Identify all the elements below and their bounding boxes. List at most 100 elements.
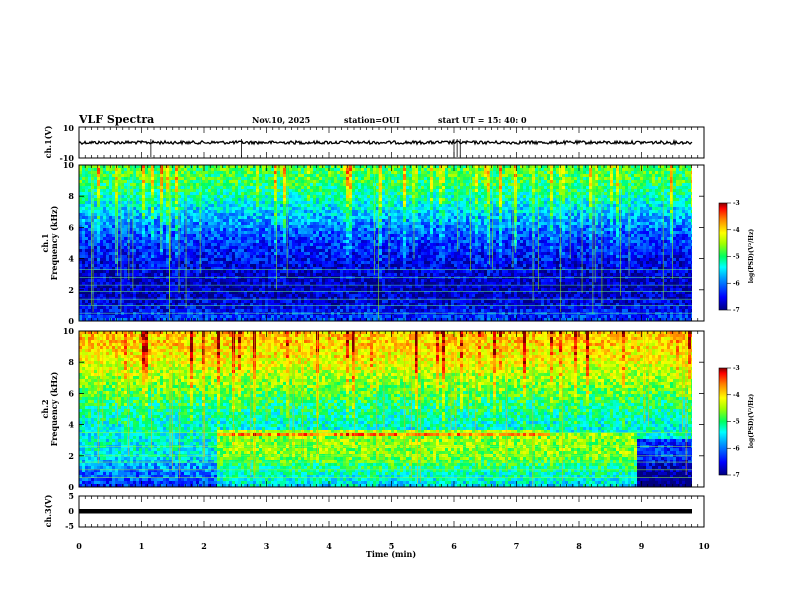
spec-cell [283,174,286,178]
spec-cell [268,252,271,256]
spec-cell [166,312,169,316]
spec-cell [328,303,331,307]
spec-cell [247,270,250,274]
spec-cell [352,309,355,313]
spec-cell [208,216,211,220]
spec-cell [232,288,235,292]
spec-cell [112,300,115,304]
spec-cell [343,225,346,229]
spec-cell [253,252,256,256]
spec-cell [337,282,340,286]
spec-cell [133,279,136,283]
spec-cell [187,189,190,193]
spec-cell [130,276,133,280]
spec-cell [352,300,355,304]
spec-cell [226,312,229,316]
spec-cell [94,258,97,262]
spec-cell [259,216,262,220]
spec-cell [160,273,163,277]
spec-cell [295,234,298,238]
spec-cell [205,192,208,196]
spec-cell [235,210,238,214]
spec-cell [271,246,274,250]
spec-cell [217,228,220,232]
spec-cell [139,291,142,295]
spec-cell [277,204,280,208]
spec-cell [331,306,334,310]
spec-cell [235,192,238,196]
spec-cell [280,267,283,271]
spec-cell [169,261,172,265]
spec-cell [205,264,208,268]
spec-cell [91,186,94,190]
spec-cell [316,237,319,241]
spec-cell [136,264,139,268]
spec-cell [196,174,199,178]
spec-cell [175,288,178,292]
spec-cell [124,189,127,193]
spec-cell [166,258,169,262]
spec-cell [223,228,226,232]
spec-cell [334,183,337,187]
spec-cell [85,234,88,238]
spec-cell [265,198,268,202]
spec-cell [355,288,358,292]
spec-cell [217,207,220,211]
spec-cell [130,264,133,268]
spec-cell [304,177,307,181]
spec-cell [223,213,226,217]
spec-cell [130,258,133,262]
spec-cell [334,174,337,178]
spec-cell [181,210,184,214]
spec-cell [187,288,190,292]
spec-cell [247,168,250,172]
spec-cell [361,222,364,226]
spec-cell [88,288,91,292]
spec-cell [313,234,316,238]
spec-cell [94,249,97,253]
spec-cell [307,168,310,172]
spec-cell [166,198,169,202]
spec-cell [355,165,358,169]
spec-cell [238,255,241,259]
spec-cell [223,261,226,265]
spec-cell [139,318,142,322]
spec-cell [277,276,280,280]
spec-cell [364,186,367,190]
spec-cell [337,186,340,190]
spec-cell [121,174,124,178]
spec-cell [172,291,175,295]
spec-cell [352,243,355,247]
spec-cell [319,228,322,232]
spec-cell [328,246,331,250]
spec-cell [181,183,184,187]
spec-cell [163,282,166,286]
spec-cell [244,240,247,244]
spec-cell [121,189,124,193]
spec-cell [340,285,343,289]
spec-cell [271,168,274,172]
spec-cell [223,177,226,181]
spec-cell [121,279,124,283]
spec-cell [100,216,103,220]
spec-cell [139,228,142,232]
spec-cell [328,261,331,265]
spec-cell [208,267,211,271]
spec-cell [94,219,97,223]
spec-cell [250,192,253,196]
station-label: station=OUI [344,115,400,125]
spec-cell [316,192,319,196]
spec-cell [364,219,367,223]
spec-cell [346,261,349,265]
spec-cell [238,237,241,241]
spec-cell [301,252,304,256]
spec-cell [157,285,160,289]
spec-cell [364,234,367,238]
spec-cell [271,222,274,226]
spec-cell [283,294,286,298]
spec-cell [319,192,322,196]
spec-cell [232,273,235,277]
spec-cell [331,273,334,277]
spec-cell [187,243,190,247]
spec-cell [145,309,148,313]
